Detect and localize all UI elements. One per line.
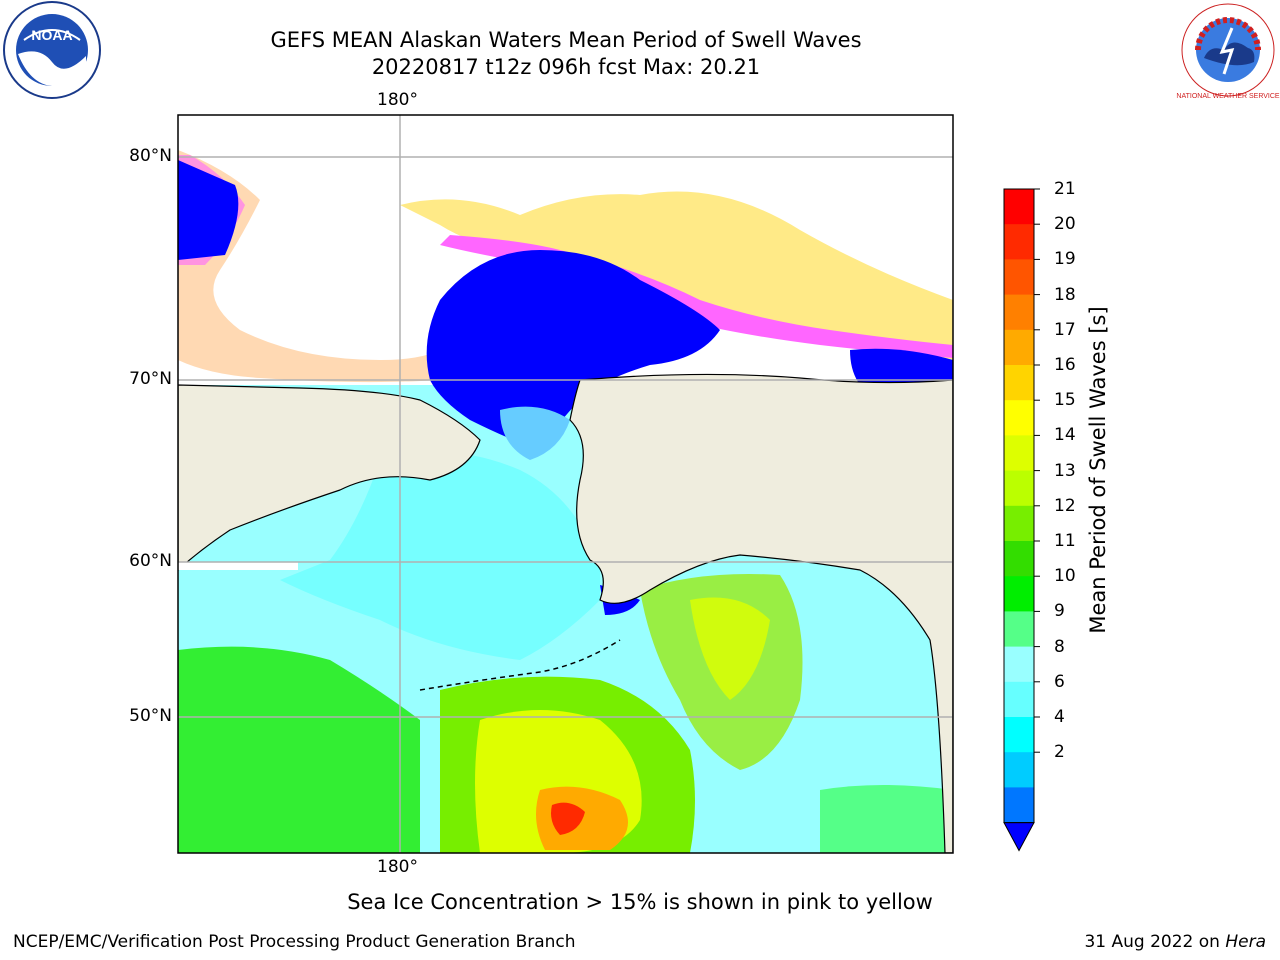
colorbar-segment bbox=[1004, 541, 1034, 577]
colorbar-tick-label: 12 bbox=[1054, 495, 1076, 516]
colorbar-segment bbox=[1004, 365, 1034, 401]
bering-strait-water bbox=[500, 406, 570, 460]
colorbar-segment bbox=[1004, 717, 1034, 753]
lat-label-70n: 70°N bbox=[129, 369, 172, 389]
colorbar-segment bbox=[1004, 189, 1034, 225]
colorbar-tick-label: 8 bbox=[1054, 636, 1065, 657]
lat-label-60n: 60°N bbox=[129, 551, 172, 571]
colorbar-segment bbox=[1004, 752, 1034, 788]
bering-sea-field bbox=[280, 452, 600, 660]
map-panel bbox=[178, 115, 953, 853]
chart-title: GEFS MEAN Alaskan Waters Mean Period of … bbox=[270, 28, 862, 52]
nws-logo-text: NATIONAL WEATHER SERVICE bbox=[1176, 93, 1280, 100]
footer-credit: NCEP/EMC/Verification Post Processing Pr… bbox=[13, 932, 576, 952]
map-frame bbox=[177, 114, 954, 854]
nws-logo: NATIONAL WEATHER SERVICE bbox=[1176, 3, 1280, 100]
lat-label-80n: 80°N bbox=[129, 146, 172, 166]
colorbar-tick-label: 14 bbox=[1054, 425, 1076, 446]
pacific-green-east bbox=[820, 785, 953, 853]
graticule bbox=[178, 115, 953, 853]
colorbar-tick-label: 15 bbox=[1054, 390, 1076, 411]
colorbar-segment bbox=[1004, 329, 1034, 366]
colorbar-segment bbox=[1004, 576, 1034, 612]
colorbar-segment bbox=[1004, 505, 1034, 542]
colorbar-tick-label: 17 bbox=[1054, 319, 1076, 340]
ice-edge-yellow bbox=[400, 191, 953, 360]
land-alaska bbox=[569, 373, 953, 853]
colorbar bbox=[1003, 188, 1040, 852]
colorbar-segment bbox=[1004, 681, 1034, 718]
colorbar-segment bbox=[1004, 400, 1034, 436]
colorbar-tick-label: 2 bbox=[1054, 742, 1065, 763]
colorbar-tick-label: 16 bbox=[1054, 355, 1076, 375]
colorbar-tick-label: 11 bbox=[1054, 531, 1076, 551]
colorbar-extend-arrow bbox=[1003, 822, 1035, 852]
aleutian-islands bbox=[419, 639, 621, 691]
colorbar-tick-label: 13 bbox=[1054, 460, 1076, 481]
pacific-green-west bbox=[178, 646, 420, 853]
lat-label-50n: 50°N bbox=[129, 706, 172, 726]
open-water-chukchi bbox=[426, 250, 720, 450]
colorbar-segment bbox=[1004, 435, 1034, 472]
footer-host: Hera bbox=[1225, 932, 1266, 952]
lon-label-bottom: 180° bbox=[377, 857, 418, 877]
chart-subtitle: 20220817 t12z 096h fcst Max: 20.21 bbox=[371, 55, 761, 79]
colorbar-tick-label: 4 bbox=[1054, 707, 1065, 727]
colorbar-segment bbox=[1004, 646, 1034, 683]
colorbar-tick-label: 20 bbox=[1054, 214, 1076, 235]
noaa-logo-text: NOAA bbox=[31, 27, 72, 43]
colorbar-segment bbox=[1004, 224, 1034, 260]
lon-label-top: 180° bbox=[377, 90, 418, 110]
colorbar-tick-label: 9 bbox=[1054, 601, 1065, 622]
land-chukotka bbox=[178, 384, 481, 571]
colorbar-segment bbox=[1004, 470, 1034, 507]
colorbar-tick-label: 6 bbox=[1054, 671, 1065, 692]
colorbar-segment bbox=[1004, 611, 1034, 648]
open-water-west bbox=[178, 160, 239, 260]
colorbar-segment bbox=[1004, 259, 1034, 296]
colorbar-tick-label: 21 bbox=[1054, 179, 1076, 199]
colorbar-label: Mean Period of Swell Waves [s] bbox=[1086, 306, 1110, 634]
noaa-logo: NOAA bbox=[3, 1, 101, 99]
colorbar-tick-label: 19 bbox=[1054, 249, 1076, 270]
colorbar-tick-label: 10 bbox=[1054, 566, 1076, 587]
footer-date: 31 Aug 2022 on Hera bbox=[1084, 932, 1266, 952]
colorbar-segment bbox=[1004, 294, 1034, 331]
footer-date-text: 31 Aug 2022 on bbox=[1084, 932, 1226, 952]
colorbar-segment bbox=[1004, 787, 1034, 824]
swell-max-red bbox=[551, 802, 585, 835]
colorbar-tick-label: 18 bbox=[1054, 284, 1076, 305]
caption: Sea Ice Concentration > 15% is shown in … bbox=[347, 890, 933, 914]
